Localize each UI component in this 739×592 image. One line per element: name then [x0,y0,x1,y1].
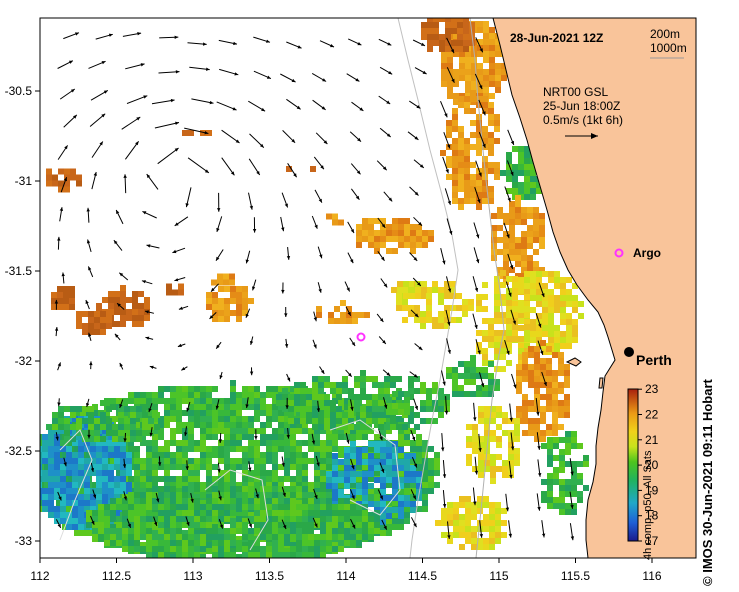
perth-location-icon [624,347,634,357]
rottnest-island [565,357,582,367]
colorbar-tick-label: 22 [645,408,659,422]
isobath-1000m [397,18,459,558]
colorbar-tick-label: 17 [645,534,659,548]
lon-axis: 112 112.5 113 113.5 114 114.5 115 115.5 116 [30,558,662,583]
isobath-legend-200m: 200m [650,27,680,41]
colorbar-description: 4h comp, p50, All Sats [642,450,654,560]
lon-tick-label: 114.5 [408,569,437,583]
lat-axis: -30.5 -31 -31.5 -32 -32.5 -33 [5,84,40,548]
lon-tick-label: 113 [183,569,202,583]
lon-tick-label: 112.5 [102,569,131,583]
colorbar-tick-label: 23 [645,382,659,396]
isobath-deep [59,419,401,551]
lat-tick-label: -30.5 [5,84,33,98]
lon-tick-label: 116 [642,569,661,583]
colorbar-tick-label: 19 [645,483,659,497]
perth-label: Perth [636,352,672,368]
isobath-200m [469,18,505,558]
land-western-australia [492,18,696,558]
argo-float-icon [614,248,624,258]
copyright-icon: © [700,576,715,586]
lon-tick-label: 115.5 [561,569,590,583]
lon-tick-label: 115 [489,569,508,583]
colorbar-tick-label: 20 [645,458,659,472]
plot-frame [39,17,697,559]
colorbar-tick-label: 18 [645,509,659,523]
lat-tick-label: -31 [15,174,33,188]
lat-tick-label: -32.5 [5,444,33,458]
lon-tick-label: 112 [30,569,49,583]
lon-tick-label: 114 [336,569,355,583]
lon-tick-label: 113.5 [255,569,284,583]
current-scale: 0.5m/s (1kt 6h) [543,113,623,127]
colorbar [627,388,639,542]
isobath-legend-1000m: 1000m [650,41,687,55]
map-title: 28-Jun-2021 12Z [510,31,603,45]
current-time: 25-Jun 18:00Z [543,99,620,113]
credit-text: IMOS 30-Jun-2021 09:11 Hobart [700,379,715,573]
current-source: NRT00 GSL [543,85,608,99]
sst-pixels [40,18,589,558]
lat-tick-label: -31.5 [5,264,33,278]
lat-tick-label: -32 [15,354,33,368]
colorbar-ticks: 17 18 19 20 21 22 23 [638,382,659,548]
argo-label: Argo [633,246,661,260]
scale-arrow [565,133,598,139]
current-vectors [54,32,575,541]
garden-island [598,377,604,389]
colorbar-tick-label: 21 [645,433,659,447]
lat-tick-label: -33 [15,534,33,548]
credit-line: © IMOS 30-Jun-2021 09:11 Hobart [700,379,715,586]
argo-float-offshore-icon [356,332,366,342]
